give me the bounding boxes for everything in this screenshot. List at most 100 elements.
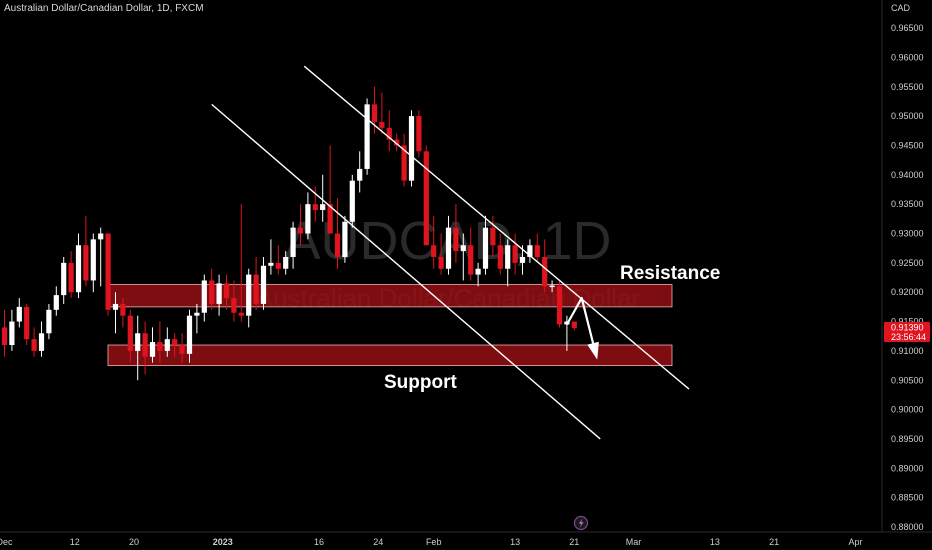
candle-body (98, 233, 104, 240)
candle-body (408, 116, 415, 181)
candle (438, 233, 444, 275)
candle-body (16, 306, 22, 322)
projection-arrow-head (587, 341, 599, 360)
candle-body (127, 315, 133, 351)
candle (401, 133, 407, 187)
candle-body (401, 145, 407, 181)
candle (38, 321, 45, 357)
candle-body (312, 204, 318, 211)
candle-body (394, 139, 400, 146)
candle-body (135, 333, 141, 351)
candle-body (505, 245, 511, 269)
candle (275, 245, 281, 275)
candle (238, 204, 244, 322)
candle-body (453, 227, 459, 252)
candle-body (438, 256, 444, 269)
price-axis[interactable]: CAD 0.965000.960000.955000.950000.945000… (881, 0, 932, 532)
candle-body (349, 180, 355, 222)
candle (497, 233, 503, 275)
chart-title: Australian Dollar/Canadian Dollar, 1D, F… (4, 3, 204, 14)
candle-body (379, 121, 385, 128)
candle-body (320, 204, 326, 211)
candle-body (209, 280, 215, 304)
candle (490, 215, 496, 257)
candle (364, 98, 370, 175)
candle (571, 321, 577, 331)
last-price-countdown: 23:56:44 (891, 332, 926, 342)
candle (379, 92, 385, 134)
candle (556, 280, 563, 328)
time-tick-label: 2023 (213, 537, 233, 547)
price-axis-currency: CAD (891, 3, 911, 13)
price-tick-label: 0.95000 (891, 111, 924, 121)
last-price-value: 0.91390 (891, 323, 924, 333)
candle-body (53, 295, 59, 310)
price-tick-label: 0.90000 (891, 405, 924, 415)
candle (527, 239, 533, 263)
candle-body (431, 245, 437, 257)
candle-body (268, 262, 274, 266)
candle-body (549, 285, 555, 288)
candle-body (527, 245, 533, 257)
candle-body (571, 321, 577, 329)
candle-body (305, 204, 311, 234)
price-tick-label: 0.89500 (891, 434, 924, 444)
candle-body (194, 312, 200, 316)
candle (68, 251, 74, 299)
candle-body (246, 274, 252, 316)
candle-body (90, 239, 96, 281)
candle-body (275, 262, 281, 269)
candle-body (519, 256, 526, 263)
candle-body (416, 116, 422, 152)
candle-body (83, 245, 89, 281)
candle-body (46, 309, 52, 334)
price-tick-label: 0.93000 (891, 229, 924, 239)
candle-body (112, 303, 119, 310)
candle (157, 321, 163, 363)
candle-body (231, 298, 237, 313)
channel-upper-line (303, 65, 690, 390)
candle-body (120, 303, 126, 316)
candle-body (38, 333, 45, 351)
candle (460, 233, 466, 281)
price-tick-label: 0.96500 (891, 23, 924, 33)
annotations: Resistance Support (384, 263, 720, 393)
candle (142, 321, 148, 375)
candle (386, 110, 392, 152)
candle-body (386, 127, 392, 140)
candle-body (297, 227, 304, 234)
candle-body (186, 315, 193, 354)
price-axis-ticks: 0.96500 0.96000 0.95500 0.95000 0.94500 0.940… (891, 23, 924, 532)
candle-body (512, 245, 518, 263)
price-tick-label: 0.94000 (891, 170, 924, 180)
candle (349, 174, 355, 228)
time-axis[interactable]: Dec122020231624Feb1321Mar1321Apr13 (0, 531, 932, 550)
candle (260, 256, 267, 310)
candle-body (31, 339, 37, 351)
channel-lower-line (211, 103, 601, 440)
candle (201, 274, 207, 322)
candle (209, 268, 215, 310)
candle-body (179, 345, 185, 354)
candle (186, 309, 193, 363)
price-tick-label: 0.90500 (891, 375, 924, 385)
candle (534, 233, 540, 263)
candle-body (290, 227, 296, 257)
price-tick-label: 0.93500 (891, 199, 924, 209)
last-price-tag-background (884, 322, 930, 342)
candle (53, 286, 59, 316)
time-tick-label: 21 (769, 537, 779, 547)
candle (357, 151, 363, 193)
price-axis-background (882, 0, 932, 532)
candle (416, 110, 422, 158)
time-tick-label: 16 (314, 537, 324, 547)
candle (98, 227, 104, 287)
candle-body (371, 104, 378, 122)
candle-body (342, 221, 348, 257)
candle-body (475, 268, 481, 275)
lightning-icon[interactable] (573, 515, 589, 531)
candle-body (364, 104, 370, 169)
candle-body (253, 274, 259, 304)
candle (179, 333, 185, 363)
